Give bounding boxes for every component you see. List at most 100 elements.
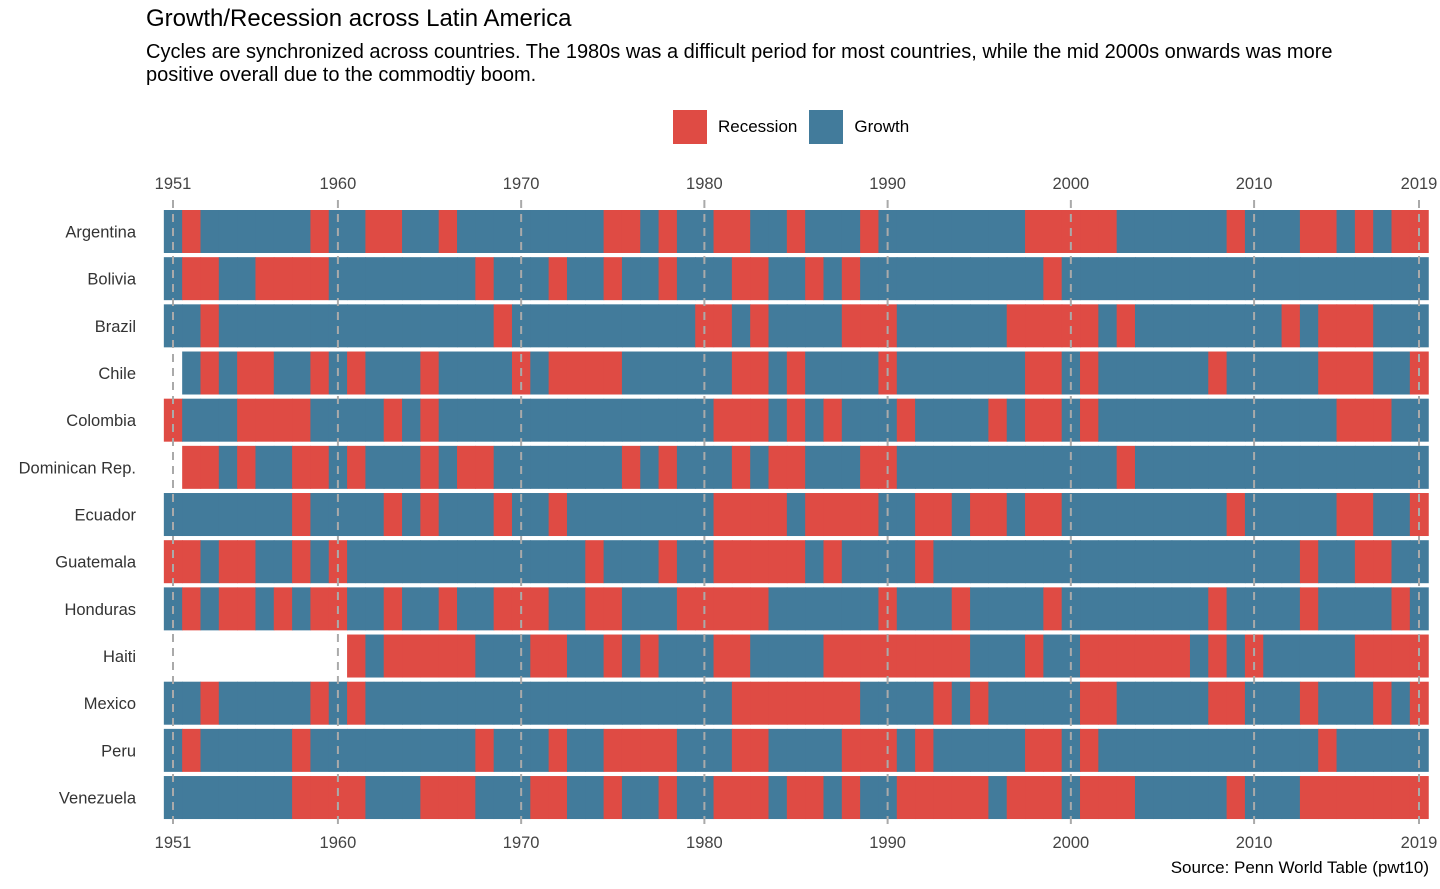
growth-tile-1956 — [255, 776, 275, 820]
growth-tile-2017 — [1373, 445, 1393, 489]
growth-tile-2011 — [1263, 587, 1283, 631]
recession-tile-1982 — [731, 776, 751, 820]
recession-tile-1981 — [713, 776, 733, 820]
growth-tile-1991 — [896, 587, 916, 631]
growth-tile-2012 — [1281, 210, 1301, 253]
growth-tile-2005 — [1153, 776, 1173, 820]
growth-tile-1979 — [676, 210, 696, 253]
x-tick-label-bottom: 2000 — [1052, 834, 1089, 852]
growth-tile-1981 — [713, 257, 733, 301]
recession-tile-1959 — [310, 257, 330, 301]
growth-tile-2004 — [1134, 351, 1154, 395]
growth-tile-2004 — [1134, 210, 1154, 253]
growth-tile-1976 — [621, 398, 641, 442]
growth-tile-2019 — [1409, 304, 1429, 348]
growth-tile-2015 — [1336, 728, 1356, 772]
growth-tile-2001 — [1080, 257, 1099, 301]
growth-tile-2013 — [1299, 351, 1319, 395]
growth-tile-1978 — [658, 634, 678, 678]
growth-tile-2012 — [1281, 728, 1301, 772]
growth-tile-1997 — [1006, 210, 1026, 253]
growth-tile-1989 — [860, 776, 880, 820]
growth-tile-1984 — [768, 257, 788, 301]
growth-tile-1961 — [347, 587, 366, 631]
growth-tile-1989 — [860, 257, 880, 301]
recession-tile-1958 — [292, 493, 312, 537]
recession-tile-2014 — [1318, 304, 1338, 348]
recession-tile-2001 — [1080, 681, 1099, 725]
growth-tile-1974 — [585, 634, 605, 678]
growth-tile-2013 — [1299, 398, 1319, 442]
growth-tile-1968 — [475, 776, 495, 820]
growth-tile-2004 — [1134, 681, 1154, 725]
recession-tile-1969 — [493, 493, 513, 537]
growth-tile-2013 — [1299, 634, 1319, 678]
growth-tile-1952 — [182, 398, 202, 442]
recession-tile-1958 — [292, 398, 312, 442]
chart-title: Growth/Recession across Latin America — [146, 5, 572, 32]
growth-tile-1977 — [640, 304, 660, 348]
recession-tile-1982 — [731, 257, 751, 301]
growth-tile-2012 — [1281, 398, 1301, 442]
growth-tile-1961 — [347, 304, 366, 348]
growth-tile-1996 — [988, 445, 1008, 489]
growth-tile-2005 — [1153, 681, 1173, 725]
growth-tile-1985 — [786, 304, 806, 348]
recession-tile-1975 — [603, 257, 623, 301]
growth-tile-2007 — [1189, 493, 1209, 537]
recession-tile-1953 — [200, 351, 220, 395]
recession-tile-2016 — [1354, 398, 1374, 442]
growth-tile-1976 — [621, 634, 641, 678]
growth-tile-2018 — [1391, 351, 1411, 395]
chart-subtitle: Cycles are synchronized across countries… — [146, 41, 1333, 86]
recession-tile-1956 — [255, 257, 275, 301]
legend: Recession Growth — [673, 110, 921, 144]
recession-tile-1989 — [860, 445, 880, 489]
growth-tile-1971 — [530, 257, 550, 301]
growth-tile-1992 — [915, 398, 935, 442]
growth-tile-2004 — [1134, 398, 1154, 442]
recession-tile-1955 — [237, 351, 257, 395]
growth-tile-1972 — [548, 681, 568, 725]
country-label: Venezuela — [59, 790, 137, 808]
growth-tile-1980 — [695, 398, 715, 442]
growth-tile-1992 — [915, 587, 935, 631]
growth-tile-1987 — [823, 776, 843, 820]
recession-tile-1987 — [823, 493, 843, 537]
growth-tile-1996 — [988, 634, 1008, 678]
recession-tile-1985 — [786, 351, 806, 395]
growth-tile-1994 — [951, 304, 971, 348]
recession-tile-1956 — [255, 398, 275, 442]
growth-tile-1964 — [402, 398, 421, 442]
growth-tile-2018 — [1391, 493, 1411, 537]
recession-tile-2003 — [1116, 445, 1136, 489]
growth-tile-1953 — [200, 398, 220, 442]
growth-tile-1979 — [676, 728, 696, 772]
growth-tile-1981 — [713, 728, 733, 772]
growth-tile-1973 — [566, 398, 586, 442]
x-tick-label-bottom: 1951 — [155, 834, 192, 852]
recession-tile-2014 — [1318, 728, 1338, 772]
growth-tile-1976 — [621, 681, 641, 725]
growth-tile-2010 — [1244, 776, 1264, 820]
growth-tile-2007 — [1189, 257, 1209, 301]
growth-tile-1973 — [566, 304, 586, 348]
recession-tile-1963 — [383, 398, 403, 442]
growth-tile-1954 — [218, 398, 238, 442]
growth-tile-1980 — [695, 681, 715, 725]
recession-tile-2010 — [1244, 634, 1264, 678]
growth-tile-1960 — [328, 681, 348, 725]
growth-tile-2017 — [1373, 728, 1393, 772]
growth-tile-1994 — [951, 257, 971, 301]
growth-tile-1991 — [896, 351, 916, 395]
growth-tile-1968 — [475, 398, 495, 442]
x-tick-label-top: 2000 — [1052, 175, 1089, 193]
recession-tile-1974 — [585, 587, 605, 631]
growth-tile-1988 — [841, 540, 861, 584]
growth-tile-1996 — [988, 728, 1008, 772]
growth-tile-2013 — [1299, 728, 1319, 772]
growth-tile-1976 — [621, 776, 641, 820]
recession-tile-1981 — [713, 304, 733, 348]
growth-tile-1971 — [530, 445, 550, 489]
growth-tile-2018 — [1391, 304, 1411, 348]
